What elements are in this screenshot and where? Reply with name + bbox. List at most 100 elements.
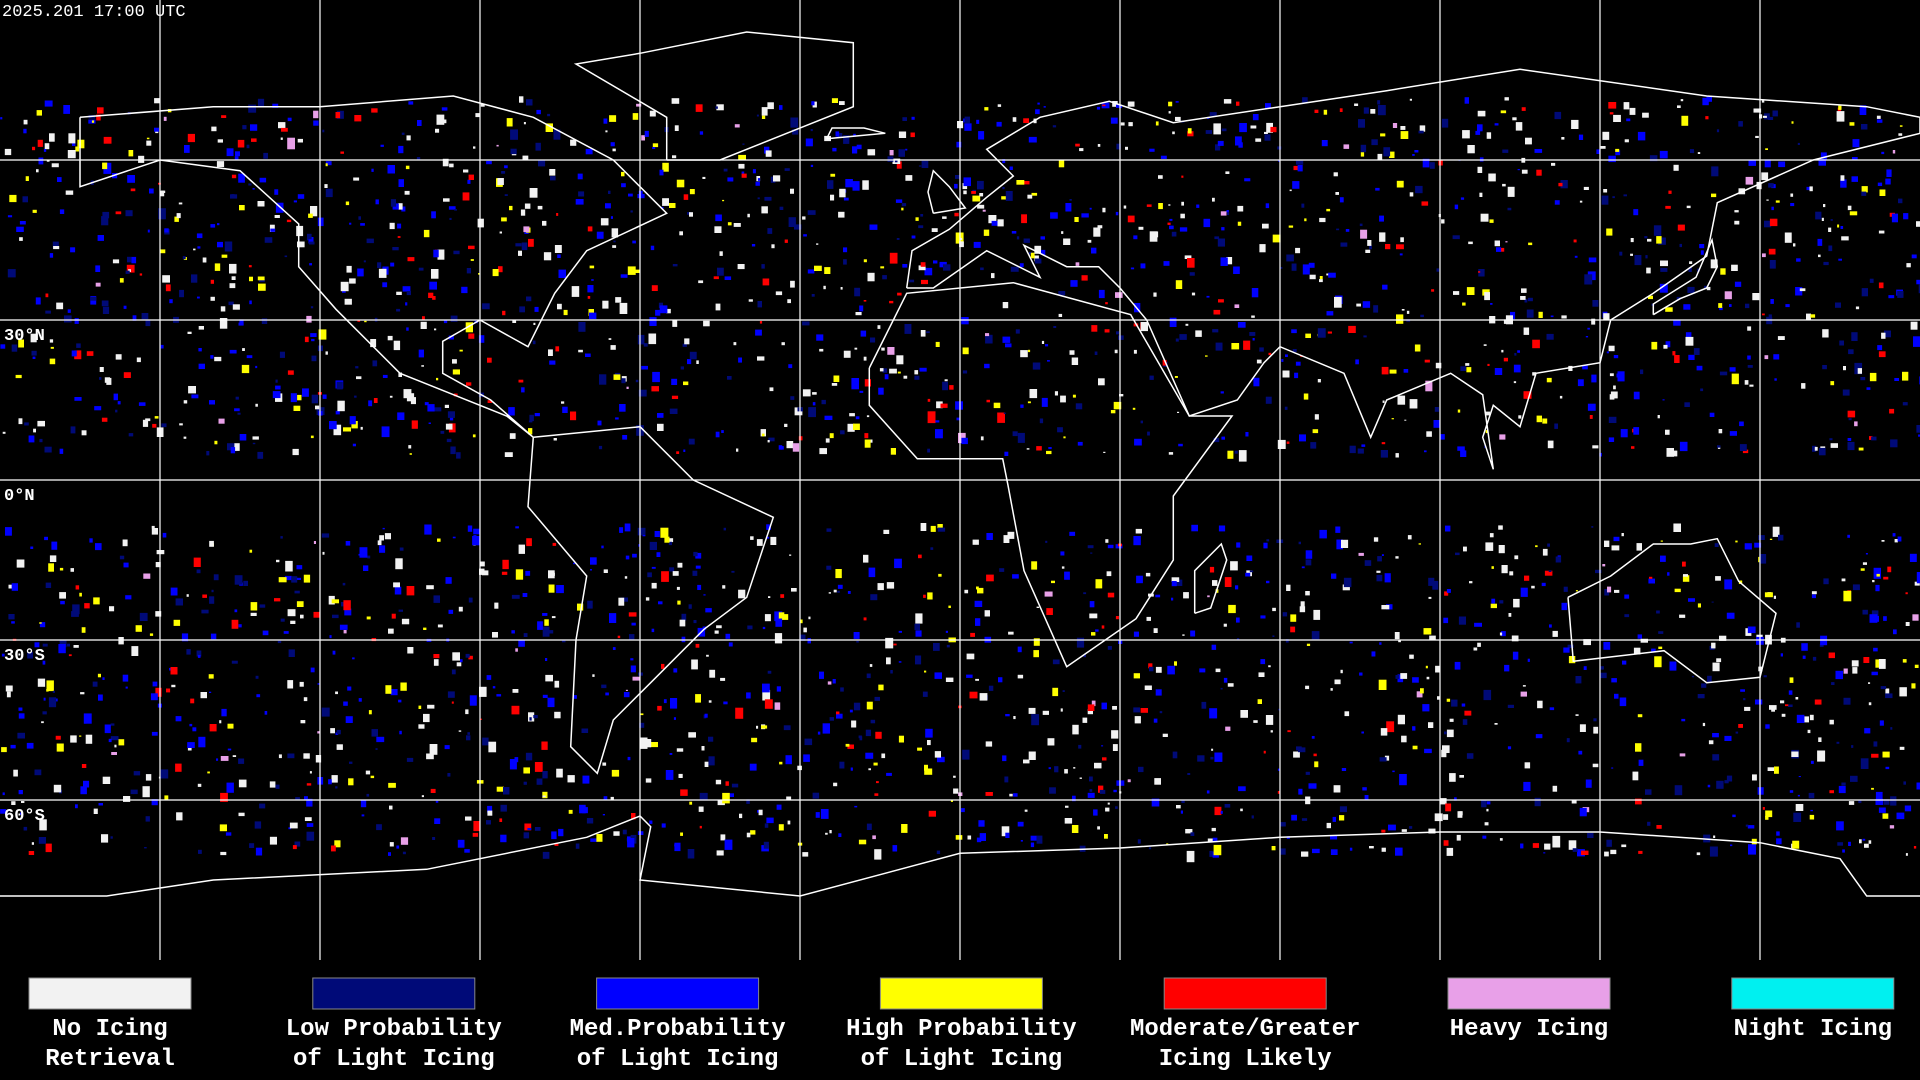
icing-pixel	[1175, 101, 1179, 103]
icing-pixel	[1680, 99, 1684, 102]
icing-pixel	[1424, 748, 1432, 754]
icing-pixel	[677, 562, 683, 568]
icing-pixel	[975, 678, 979, 681]
icing-pixel	[321, 533, 330, 538]
icing-pixel	[70, 568, 74, 572]
icing-pixel	[571, 286, 580, 297]
icing-pixel	[119, 278, 124, 283]
icing-pixel	[1061, 231, 1064, 234]
icing-pixel	[1583, 186, 1589, 190]
icing-pixel	[343, 630, 347, 634]
icing-pixel	[221, 708, 227, 717]
icing-pixel	[197, 246, 201, 249]
icing-pixel	[1838, 785, 1846, 794]
icing-pixel	[60, 600, 65, 605]
icing-pixel	[1327, 331, 1332, 334]
icing-pixel	[196, 233, 203, 239]
icing-pixel	[1769, 260, 1776, 269]
icing-pixel	[1115, 616, 1119, 620]
icing-pixel	[822, 723, 830, 734]
icing-pixel	[611, 769, 620, 777]
icing-pixel	[59, 567, 64, 571]
icing-pixel	[1776, 831, 1780, 836]
icing-pixel	[1873, 647, 1878, 652]
icing-pixel	[406, 586, 415, 596]
icing-pixel	[183, 436, 187, 439]
icing-pixel	[1507, 186, 1515, 197]
icing-pixel	[1270, 730, 1273, 733]
icing-pixel	[1697, 152, 1701, 154]
icing-pixel	[1766, 199, 1769, 201]
icing-pixel	[1686, 205, 1691, 209]
icing-pixel	[746, 692, 751, 699]
icing-pixel	[870, 719, 876, 724]
icing-pixel	[1885, 693, 1893, 699]
icing-pixel	[1660, 260, 1668, 267]
icing-pixel	[486, 820, 491, 825]
icing-pixel	[1726, 612, 1735, 619]
icing-pixel	[80, 692, 85, 695]
icing-pixel	[781, 342, 785, 346]
icing-pixel	[343, 427, 351, 432]
icing-pixel	[1116, 331, 1120, 335]
icing-pixel	[1812, 445, 1817, 452]
icing-pixel	[1023, 118, 1029, 123]
icing-pixel	[1416, 691, 1423, 698]
icing-pixel	[1878, 351, 1886, 358]
icing-pixel	[613, 831, 620, 836]
icing-pixel	[1259, 347, 1264, 352]
icing-pixel	[800, 619, 803, 624]
icing-pixel	[805, 138, 813, 147]
icing-pixel	[1602, 131, 1610, 140]
icing-pixel	[852, 146, 858, 154]
icing-pixel	[434, 818, 441, 824]
icing-pixel	[1110, 410, 1116, 414]
icing-pixel	[183, 400, 188, 404]
icing-pixel	[1911, 254, 1917, 259]
icing-pixel	[1480, 213, 1489, 222]
icing-pixel	[274, 598, 281, 602]
icing-pixel	[472, 434, 476, 438]
icing-pixel	[110, 836, 113, 839]
icing-pixel	[155, 562, 161, 568]
icing-pixel	[1435, 362, 1442, 369]
icing-pixel	[322, 394, 327, 399]
icing-pixel	[370, 339, 377, 348]
icing-pixel	[1358, 119, 1365, 128]
icing-pixel	[1548, 570, 1552, 572]
icing-pixel	[227, 723, 234, 729]
icing-pixel	[1712, 733, 1719, 738]
icing-pixel	[461, 286, 468, 294]
icing-pixel	[1335, 526, 1341, 533]
icing-pixel	[473, 528, 481, 535]
icing-pixel	[48, 563, 54, 572]
icing-pixel	[190, 698, 195, 704]
icing-pixel	[1676, 296, 1681, 300]
icing-pixel	[1468, 241, 1473, 245]
icing-pixel	[1388, 824, 1396, 831]
icing-pixel	[451, 701, 454, 704]
icing-pixel	[355, 366, 359, 369]
icing-pixel	[0, 809, 7, 814]
icing-pixel	[1615, 148, 1620, 152]
icing-pixel	[964, 123, 972, 131]
icing-pixel	[1711, 193, 1717, 198]
icing-pixel	[79, 735, 82, 737]
icing-pixel	[1420, 688, 1424, 694]
icing-pixel	[220, 792, 228, 802]
icing-pixel	[1050, 212, 1058, 219]
icing-pixel	[450, 446, 456, 455]
icing-pixel	[501, 171, 506, 174]
icing-pixel	[1884, 330, 1891, 338]
icing-pixel	[1474, 622, 1482, 627]
icing-pixel	[1507, 207, 1512, 211]
icing-pixel	[1381, 366, 1389, 375]
icing-pixel	[1281, 359, 1284, 362]
icing-pixel	[218, 418, 225, 424]
icing-pixel	[915, 630, 922, 637]
icing-pixel	[519, 96, 524, 103]
icing-pixel	[1212, 837, 1218, 842]
icing-pixel	[1633, 427, 1640, 435]
icing-pixel	[518, 379, 524, 383]
icing-pixel	[1613, 355, 1619, 359]
